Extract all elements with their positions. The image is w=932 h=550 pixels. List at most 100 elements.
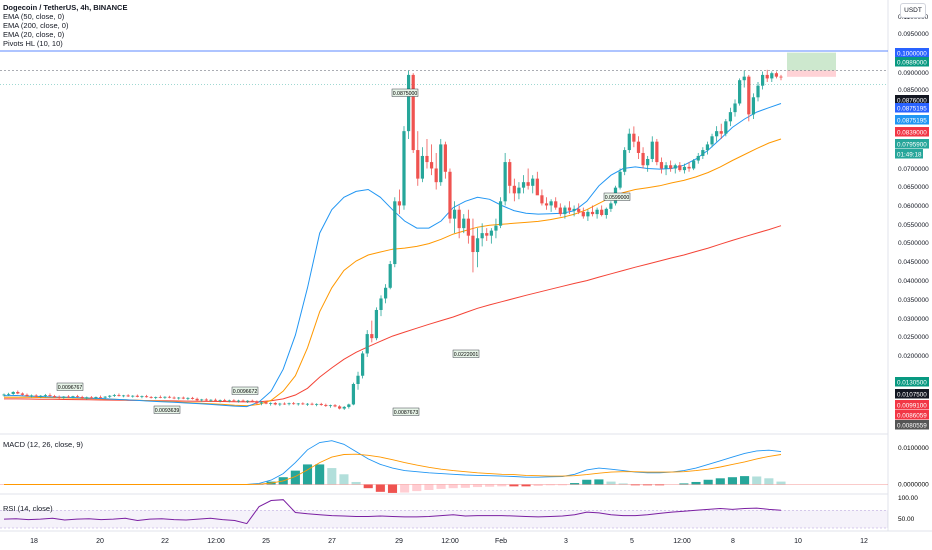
price-axis-label: 0.0900000 xyxy=(898,70,929,77)
time-axis-label: 10 xyxy=(794,538,802,545)
candle-body xyxy=(549,201,553,206)
macd-histogram-bar xyxy=(290,470,300,485)
indicator-pivots[interactable]: Pivots HL (10, 10) xyxy=(3,39,63,48)
price-axis-label: 0.0600000 xyxy=(898,203,929,210)
macd-histogram-bar xyxy=(472,484,483,488)
candle-body xyxy=(218,400,222,401)
indicator-ema50[interactable]: EMA (50, close, 0) xyxy=(3,12,65,21)
price-badge-text: 0.0086059 xyxy=(897,413,927,420)
candle-body xyxy=(609,203,613,209)
candle-body xyxy=(342,406,346,409)
candle-body xyxy=(692,160,696,169)
target-zone xyxy=(787,52,836,71)
candle-body xyxy=(39,395,43,397)
candle-body xyxy=(62,396,66,398)
candle-body xyxy=(144,396,149,398)
candle-body xyxy=(227,400,231,402)
price-badge xyxy=(895,139,929,149)
candle-body xyxy=(264,402,268,404)
candle-body xyxy=(471,235,475,253)
price-axis-label: 0.0850000 xyxy=(898,87,929,94)
candle-body xyxy=(554,201,558,208)
time-axis-label: 27 xyxy=(328,538,336,545)
macd-histogram-bar xyxy=(545,484,555,486)
candle-body xyxy=(365,334,369,354)
pivot-label-box xyxy=(56,382,84,391)
candle-body xyxy=(374,309,379,339)
time-axis-label: 8 xyxy=(731,538,735,545)
chart-legend: Dogecoin / TetherUS, 4h, BINANCE EMA (50… xyxy=(3,3,127,48)
pivot-label-box xyxy=(603,192,631,201)
candle-body xyxy=(301,403,305,405)
candle-body xyxy=(232,400,236,402)
candle-body xyxy=(361,353,365,376)
price-badge-text: 0.0107500 xyxy=(897,392,927,399)
candle-body xyxy=(89,397,93,399)
candle-body xyxy=(563,207,567,215)
price-badge-text: 0.0130500 xyxy=(897,380,927,387)
candle-body xyxy=(103,396,107,398)
pivot-label: 0.0096767 xyxy=(58,385,83,391)
candle-body xyxy=(485,233,489,236)
candle-body xyxy=(733,103,737,113)
macd-histogram-bar xyxy=(485,484,495,487)
macd-histogram-bar xyxy=(764,478,774,485)
candle-body xyxy=(204,399,208,401)
pivot-label-box xyxy=(231,386,259,395)
pivot-label: 0.0599000 xyxy=(605,195,630,201)
candle-body xyxy=(117,395,121,397)
price-badge-text: 0.0839000 xyxy=(897,130,927,137)
candle-body xyxy=(250,400,254,402)
ema20-line xyxy=(3,103,782,408)
candle-body xyxy=(655,141,659,163)
price-axis-label: 0.0500000 xyxy=(898,240,929,247)
pivot-label-box xyxy=(153,405,181,414)
candle-body xyxy=(57,396,61,398)
candle-body xyxy=(462,218,466,229)
candle-body xyxy=(11,391,15,394)
candle-body xyxy=(163,396,167,398)
price-axis-label: 0.0450000 xyxy=(898,259,929,266)
candle-body xyxy=(705,144,710,151)
candle-body xyxy=(34,395,38,397)
candle-body xyxy=(43,395,47,396)
price-badge xyxy=(895,95,929,105)
macd-histogram-bar xyxy=(339,474,349,485)
candle-body xyxy=(71,396,75,398)
rsi-line xyxy=(3,499,782,525)
indicator-ema200[interactable]: EMA (200, close, 0) xyxy=(3,21,69,30)
time-axis-label: 12 xyxy=(860,538,868,545)
indicator-ema20[interactable]: EMA (20, close, 0) xyxy=(3,30,65,39)
candle-body xyxy=(402,131,406,206)
price-badge xyxy=(895,410,929,420)
candle-body xyxy=(751,97,756,115)
candle-body xyxy=(558,207,562,215)
candle-body xyxy=(696,155,700,161)
candle-body xyxy=(310,403,314,405)
candle-body xyxy=(480,233,484,239)
macd-histogram-bar xyxy=(460,484,470,488)
price-badge xyxy=(895,389,929,399)
macd-signal-line xyxy=(4,453,782,485)
candle-body xyxy=(333,405,337,407)
rsi-band xyxy=(0,510,888,528)
price-axis-label: 0.0350000 xyxy=(898,297,929,304)
price-axis-label: 0.0300000 xyxy=(898,316,929,323)
macd-histogram-bar xyxy=(315,464,325,485)
candle-body xyxy=(324,404,328,406)
macd-histogram-bar xyxy=(327,468,337,485)
pivot-label: 0.0875000 xyxy=(393,91,418,97)
candle-body xyxy=(443,144,447,172)
rsi-title: RSI (14, close) xyxy=(3,504,53,513)
candle-body xyxy=(627,133,631,151)
candle-body xyxy=(223,400,227,401)
ema50-line xyxy=(3,138,782,407)
candle-body xyxy=(521,182,526,188)
macd-histogram-bar xyxy=(642,484,653,486)
price-axis-label: 0.0950000 xyxy=(898,31,929,38)
candle-body xyxy=(765,74,769,79)
currency-unit-button[interactable]: USDT xyxy=(900,3,926,18)
time-axis-label: 25 xyxy=(262,538,270,545)
candle-body xyxy=(747,76,751,115)
